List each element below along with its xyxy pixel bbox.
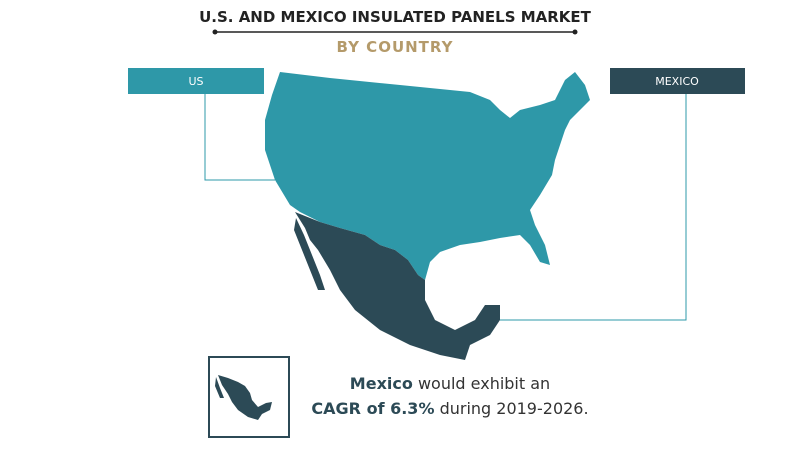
mexico-label-box [610,68,745,94]
us-label: US [188,75,203,88]
inset-mexico [218,375,272,420]
callout-line-1: Mexico would exhibit an [350,374,550,393]
callout-text: would exhibit an [418,374,550,393]
callout-bold: CAGR of 6.3% [311,399,434,418]
rule-dot [572,29,578,35]
callout-bold: Mexico [350,374,413,393]
callout-line-2: CAGR of 6.3% during 2019-2026. [311,399,588,418]
us-map [265,72,590,280]
us-leader [204,94,275,181]
callout-text: during 2019-2026. [440,399,589,418]
mexico-map [295,212,500,360]
inset-baja [215,377,224,398]
us-label-box [128,68,264,94]
subtitle: BY COUNTRY [336,38,453,56]
baja-map [294,218,325,290]
inset-box [208,356,290,438]
mexico-leader [500,94,687,321]
mexico-label: MEXICO [655,75,699,88]
title: U.S. AND MEXICO INSULATED PANELS MARKET [199,8,592,26]
rule-dot [212,29,218,35]
